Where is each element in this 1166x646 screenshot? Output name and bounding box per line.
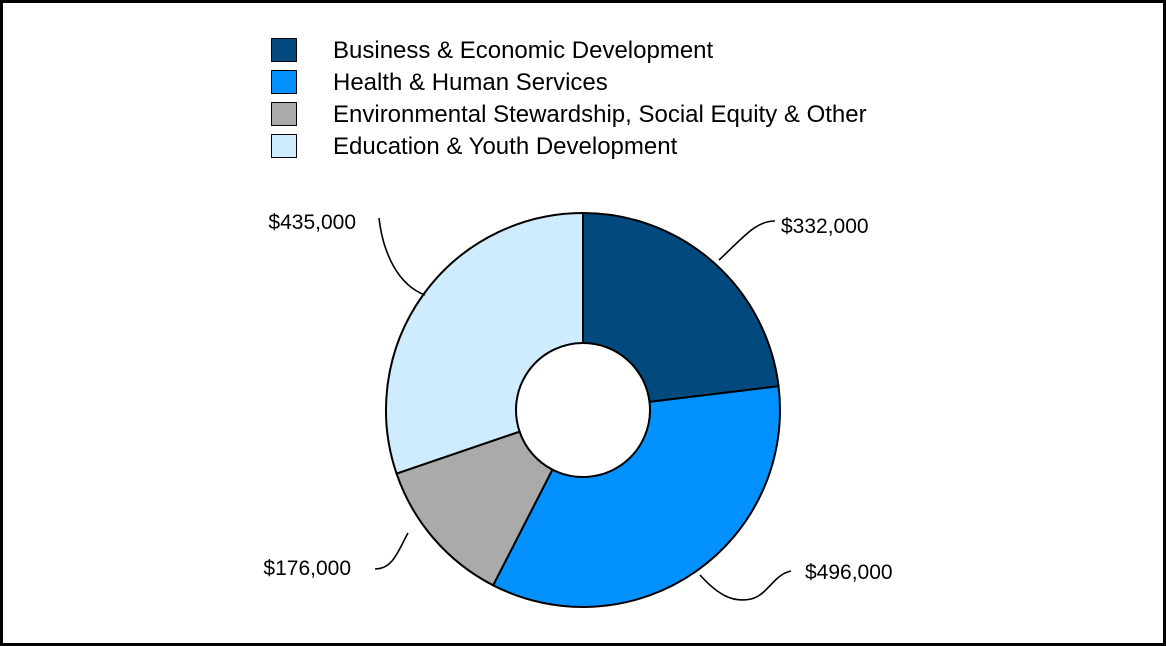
legend-label: Education & Youth Development bbox=[333, 133, 678, 160]
leader-lines bbox=[374, 217, 792, 601]
legend-item-education: Education & Youth Development bbox=[271, 131, 971, 163]
leader-line-health bbox=[699, 570, 792, 601]
slice-education bbox=[385, 211, 584, 475]
legend-item-business: Business & Economic Development bbox=[271, 35, 971, 67]
chart-legend: Business & Economic Development Health &… bbox=[271, 35, 971, 163]
legend-item-environmental: Environmental Stewardship, Social Equity… bbox=[271, 99, 971, 131]
data-label-health: $496,000 bbox=[805, 561, 893, 584]
leader-line-environmental bbox=[374, 532, 409, 570]
slice-health bbox=[491, 385, 781, 608]
legend-label: Business & Economic Development bbox=[333, 37, 714, 64]
legend-item-health: Health & Human Services bbox=[271, 67, 971, 99]
slice-environmental bbox=[395, 430, 554, 587]
data-label-education: $435,000 bbox=[268, 211, 356, 234]
legend-swatch bbox=[271, 38, 297, 62]
legend-swatch bbox=[271, 70, 297, 94]
donut-chart: $332,000 $496,000 $176,000 $435,000 bbox=[263, 211, 893, 608]
leader-line-education bbox=[378, 217, 426, 296]
leader-line-business bbox=[718, 220, 776, 261]
legend-swatch bbox=[271, 102, 297, 126]
legend-label: Environmental Stewardship, Social Equity… bbox=[333, 101, 867, 128]
slice-business bbox=[582, 211, 780, 404]
data-labels: $332,000 $496,000 $176,000 $435,000 bbox=[263, 211, 892, 584]
legend-label: Health & Human Services bbox=[333, 69, 608, 96]
legend-swatch bbox=[271, 134, 297, 158]
donut-slices bbox=[385, 211, 781, 608]
data-label-business: $332,000 bbox=[781, 215, 869, 238]
data-label-environmental: $176,000 bbox=[263, 557, 351, 580]
